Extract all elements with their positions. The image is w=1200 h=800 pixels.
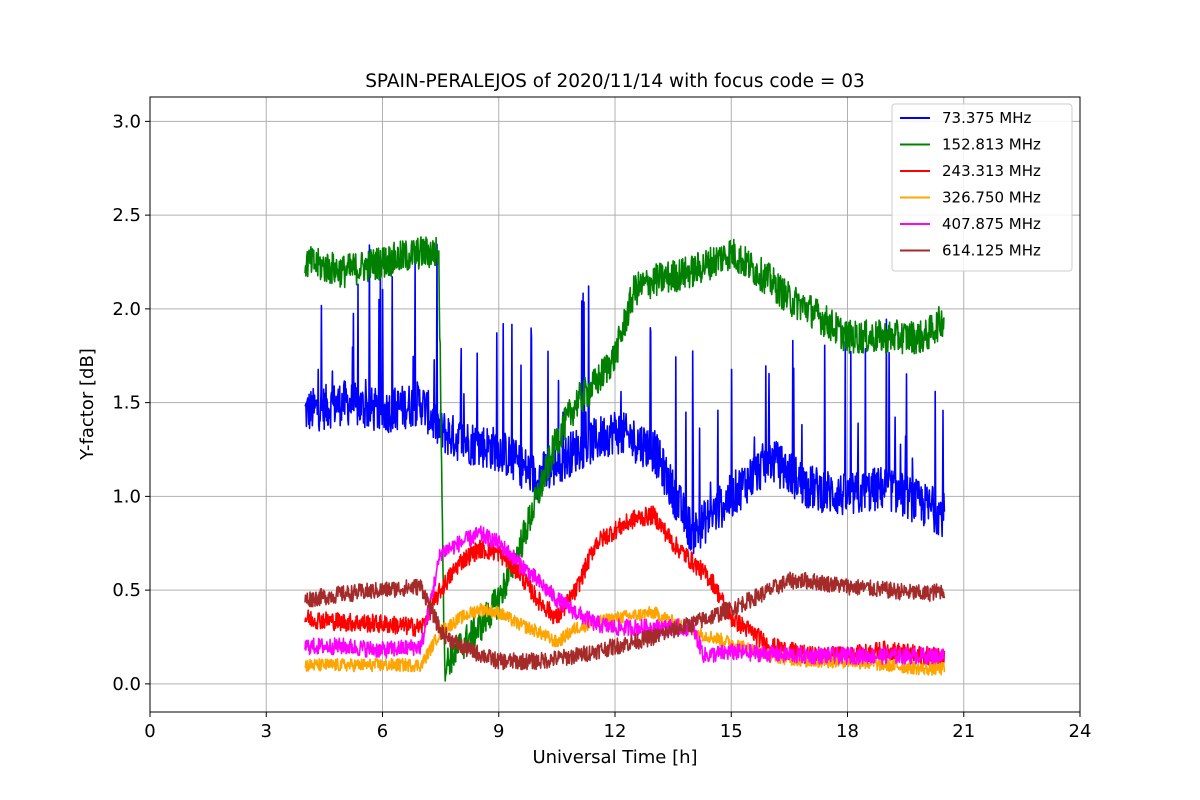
series-line-1 bbox=[304, 236, 945, 682]
legend: 73.375 MHz 152.813 MHz 243.313 MHz 326.750 … bbox=[891, 103, 1073, 272]
chart-title: SPAIN-PERALEJOS of 2020/11/14 with focus… bbox=[365, 71, 865, 92]
x-tick-label: 24 bbox=[1069, 721, 1092, 742]
y-tick-label: 3.0 bbox=[112, 111, 141, 132]
x-axis-label: Universal Time [h] bbox=[532, 747, 697, 768]
series-lines bbox=[304, 236, 946, 682]
legend-label-1: 152.813 MHz bbox=[942, 136, 1041, 154]
y-axis-label: Y-factor [dB] bbox=[77, 348, 98, 461]
x-tick-label: 3 bbox=[261, 721, 272, 742]
y-tick-label: 0.0 bbox=[112, 674, 141, 695]
x-tick-label: 21 bbox=[952, 721, 975, 742]
legend-frame bbox=[891, 103, 1073, 272]
x-tick-label: 9 bbox=[493, 721, 504, 742]
legend-label-5: 614.125 MHz bbox=[942, 242, 1041, 260]
x-tick-label: 6 bbox=[377, 721, 388, 742]
plot-frame bbox=[149, 96, 1081, 713]
y-tick-label: 1.0 bbox=[112, 486, 141, 507]
x-tick-label: 12 bbox=[604, 721, 627, 742]
y-tick-label: 2.0 bbox=[112, 299, 141, 320]
series-line-3 bbox=[304, 602, 946, 676]
y-tick-label: 2.5 bbox=[112, 205, 141, 226]
x-tick-label: 0 bbox=[144, 721, 155, 742]
x-tick-label: 15 bbox=[720, 721, 743, 742]
y-tick-label: 1.5 bbox=[112, 393, 141, 414]
y-tick-label: 0.5 bbox=[112, 580, 141, 601]
legend-label-4: 407.875 MHz bbox=[942, 215, 1041, 233]
series-line-0 bbox=[304, 243, 946, 555]
series-line-4 bbox=[304, 525, 946, 665]
legend-label-0: 73.375 MHz bbox=[942, 109, 1031, 127]
tick-labels: 0 3 6 9 12 15 18 21 24 0.0 0.5 1.0 1.5 2.0 2.5 3.0 bbox=[112, 111, 1091, 742]
axes-frame bbox=[145, 96, 1081, 717]
legend-label-2: 243.313 MHz bbox=[942, 162, 1041, 180]
x-tick-label: 18 bbox=[836, 721, 859, 742]
series-line-5 bbox=[304, 571, 946, 671]
legend-label-3: 326.750 MHz bbox=[942, 189, 1041, 207]
